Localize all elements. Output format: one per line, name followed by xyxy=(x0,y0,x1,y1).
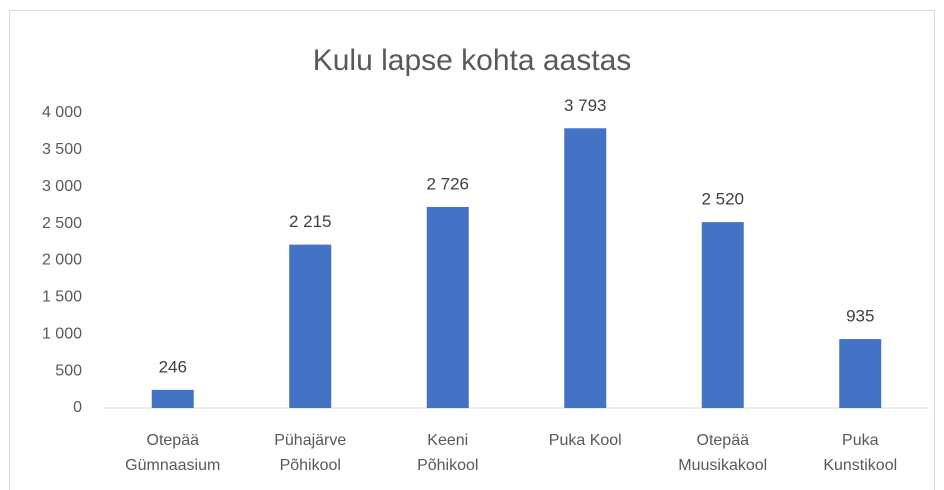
y-tick-label: 2 500 xyxy=(42,215,82,232)
data-label: 246 xyxy=(159,357,187,376)
y-tick-label: 3 000 xyxy=(42,178,82,195)
y-tick-label: 2 000 xyxy=(42,252,82,269)
y-tick-label: 4 000 xyxy=(42,104,82,121)
data-label: 935 xyxy=(846,307,874,326)
data-label: 3 793 xyxy=(564,96,607,115)
data-label: 2 215 xyxy=(289,212,332,231)
bar xyxy=(839,339,882,408)
data-label: 2 520 xyxy=(701,190,744,209)
x-tick-label: Puka Kool xyxy=(549,432,622,449)
y-tick-label: 1 500 xyxy=(42,289,82,306)
x-tick-label: Gümnaasium xyxy=(125,457,220,474)
x-tick-label: Puka xyxy=(842,432,879,449)
x-tick-label: Kunstikool xyxy=(823,457,897,474)
x-tick-label: Põhikool xyxy=(280,457,341,474)
y-tick-label: 1 000 xyxy=(42,325,82,342)
bar xyxy=(289,244,332,408)
x-tick-label: Otepää xyxy=(697,432,750,449)
bar xyxy=(426,206,469,408)
x-tick-label: Keeni xyxy=(427,432,468,449)
x-tick-label: Muusikakool xyxy=(678,457,767,474)
chart-title: Kulu lapse kohta aastas xyxy=(313,44,632,77)
x-tick-label: Pühajärve xyxy=(274,432,346,449)
y-tick-label: 500 xyxy=(55,362,82,379)
x-tick-label: Otepää xyxy=(147,432,200,449)
bar xyxy=(564,128,607,409)
chart-frame xyxy=(9,10,935,490)
bar xyxy=(701,222,744,408)
y-tick-label: 3 500 xyxy=(42,141,82,158)
data-label: 2 726 xyxy=(426,174,469,193)
bar xyxy=(151,389,194,408)
x-tick-label: Põhikool xyxy=(417,457,478,474)
y-tick-label: 0 xyxy=(73,399,82,416)
